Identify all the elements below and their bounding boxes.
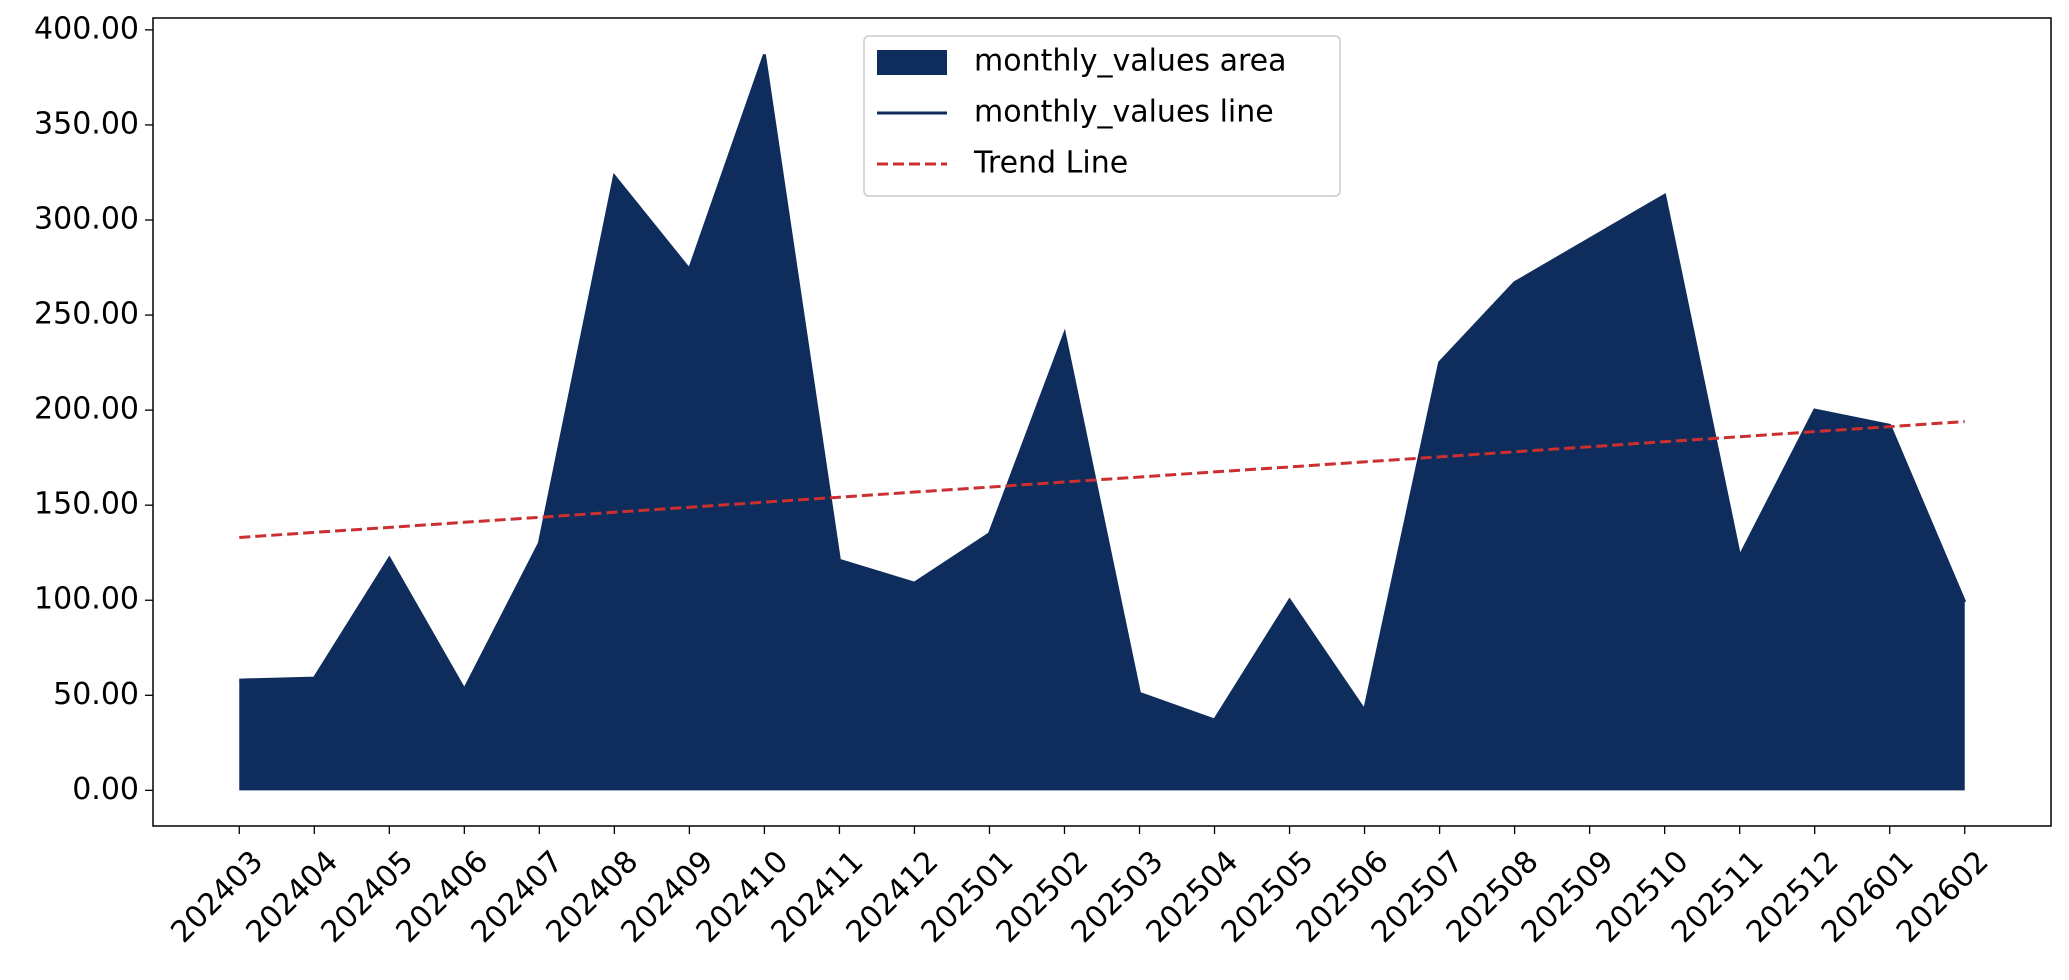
legend-swatch	[877, 50, 947, 75]
legend-label: monthly_values area	[974, 44, 1286, 79]
y-tick-label: 300.00	[34, 202, 139, 237]
y-tick-label: 100.00	[34, 582, 139, 617]
y-tick-label: 50.00	[53, 677, 139, 712]
line	[239, 54, 1967, 722]
legend-label: monthly_values line	[974, 95, 1274, 130]
y-tick-label: 250.00	[34, 297, 139, 332]
y-tick-label: 200.00	[34, 392, 139, 427]
y-tick-label: 0.00	[72, 772, 139, 807]
y-tick-label: 400.00	[34, 11, 139, 46]
y-tick-label: 150.00	[34, 487, 139, 522]
trend-line	[239, 420, 1965, 539]
plot-frame	[152, 17, 2052, 827]
y-tick-label: 350.00	[34, 106, 139, 141]
legend-label: Trend Line	[973, 146, 1128, 181]
legend-box	[863, 35, 1341, 197]
area	[239, 54, 1965, 791]
legend: monthly_values area monthly_values line Tr…	[863, 35, 1341, 197]
